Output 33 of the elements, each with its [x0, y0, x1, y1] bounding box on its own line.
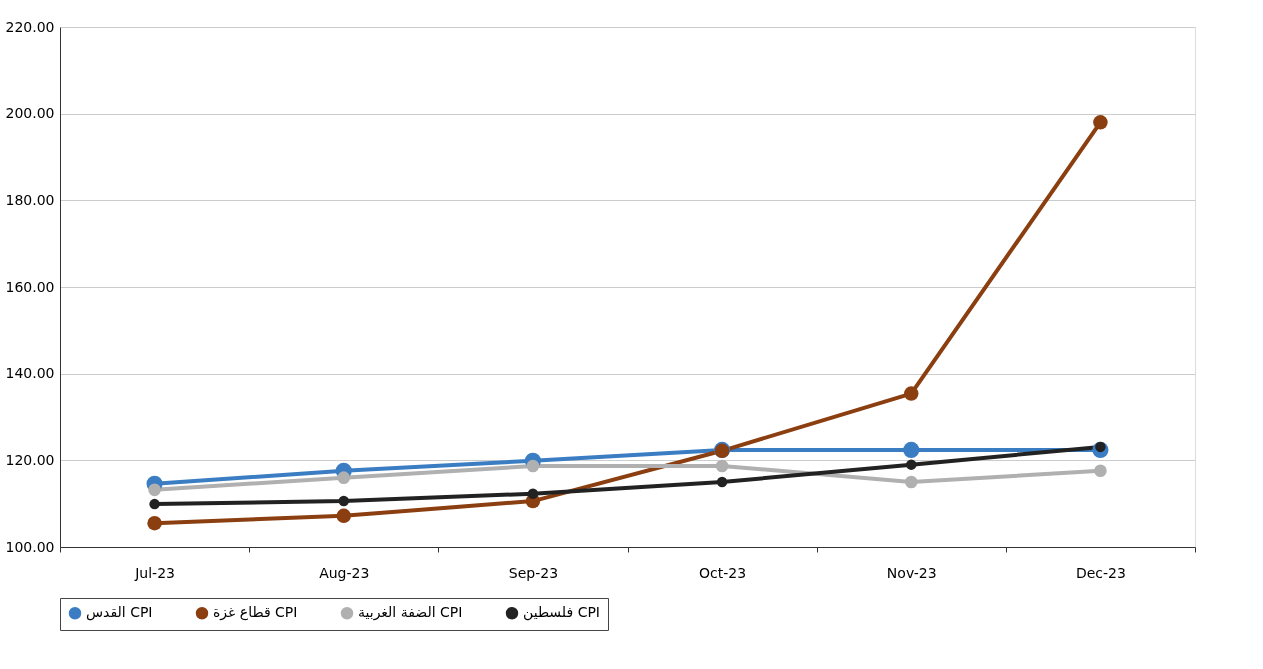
legend-label: فلسطين CPI: [523, 604, 600, 622]
point: [526, 459, 540, 473]
y-tick-label: 120.00: [5, 451, 55, 468]
point: [148, 483, 161, 497]
point: [149, 498, 160, 510]
point: [147, 515, 162, 531]
y-tick-label: 200.00: [5, 105, 55, 122]
x-tick-label: Dec-23: [1075, 564, 1126, 581]
point: [716, 476, 728, 488]
point: [337, 471, 351, 484]
point: [336, 508, 351, 524]
y-tick-label: 220.00: [5, 18, 55, 35]
point: [527, 488, 539, 499]
x-tick-label: Nov-23: [886, 564, 937, 581]
x-tick-label: Sep-23: [508, 564, 559, 581]
point: [904, 386, 919, 401]
x-tick-label: Jul-23: [134, 564, 175, 581]
point: [906, 459, 917, 470]
legend-label: القدس CPI: [86, 604, 153, 622]
point: [1093, 115, 1108, 130]
x-tick-label: Aug-23: [319, 564, 370, 581]
y-tick-label: 180.00: [5, 191, 55, 208]
y-tick-label: 140.00: [5, 365, 55, 382]
point: [903, 441, 920, 458]
legend-label: الضفة الغربية CPI: [358, 604, 463, 622]
point: [904, 475, 918, 489]
y-tick-label: 160.00: [5, 278, 55, 295]
point: [1094, 464, 1107, 478]
point: [338, 495, 349, 507]
point: [715, 459, 729, 473]
legend-label: قطاع غزة CPI: [213, 604, 298, 622]
y-tick-label: 100.00: [5, 538, 55, 555]
x-tick-label: Oct-23: [699, 564, 747, 581]
